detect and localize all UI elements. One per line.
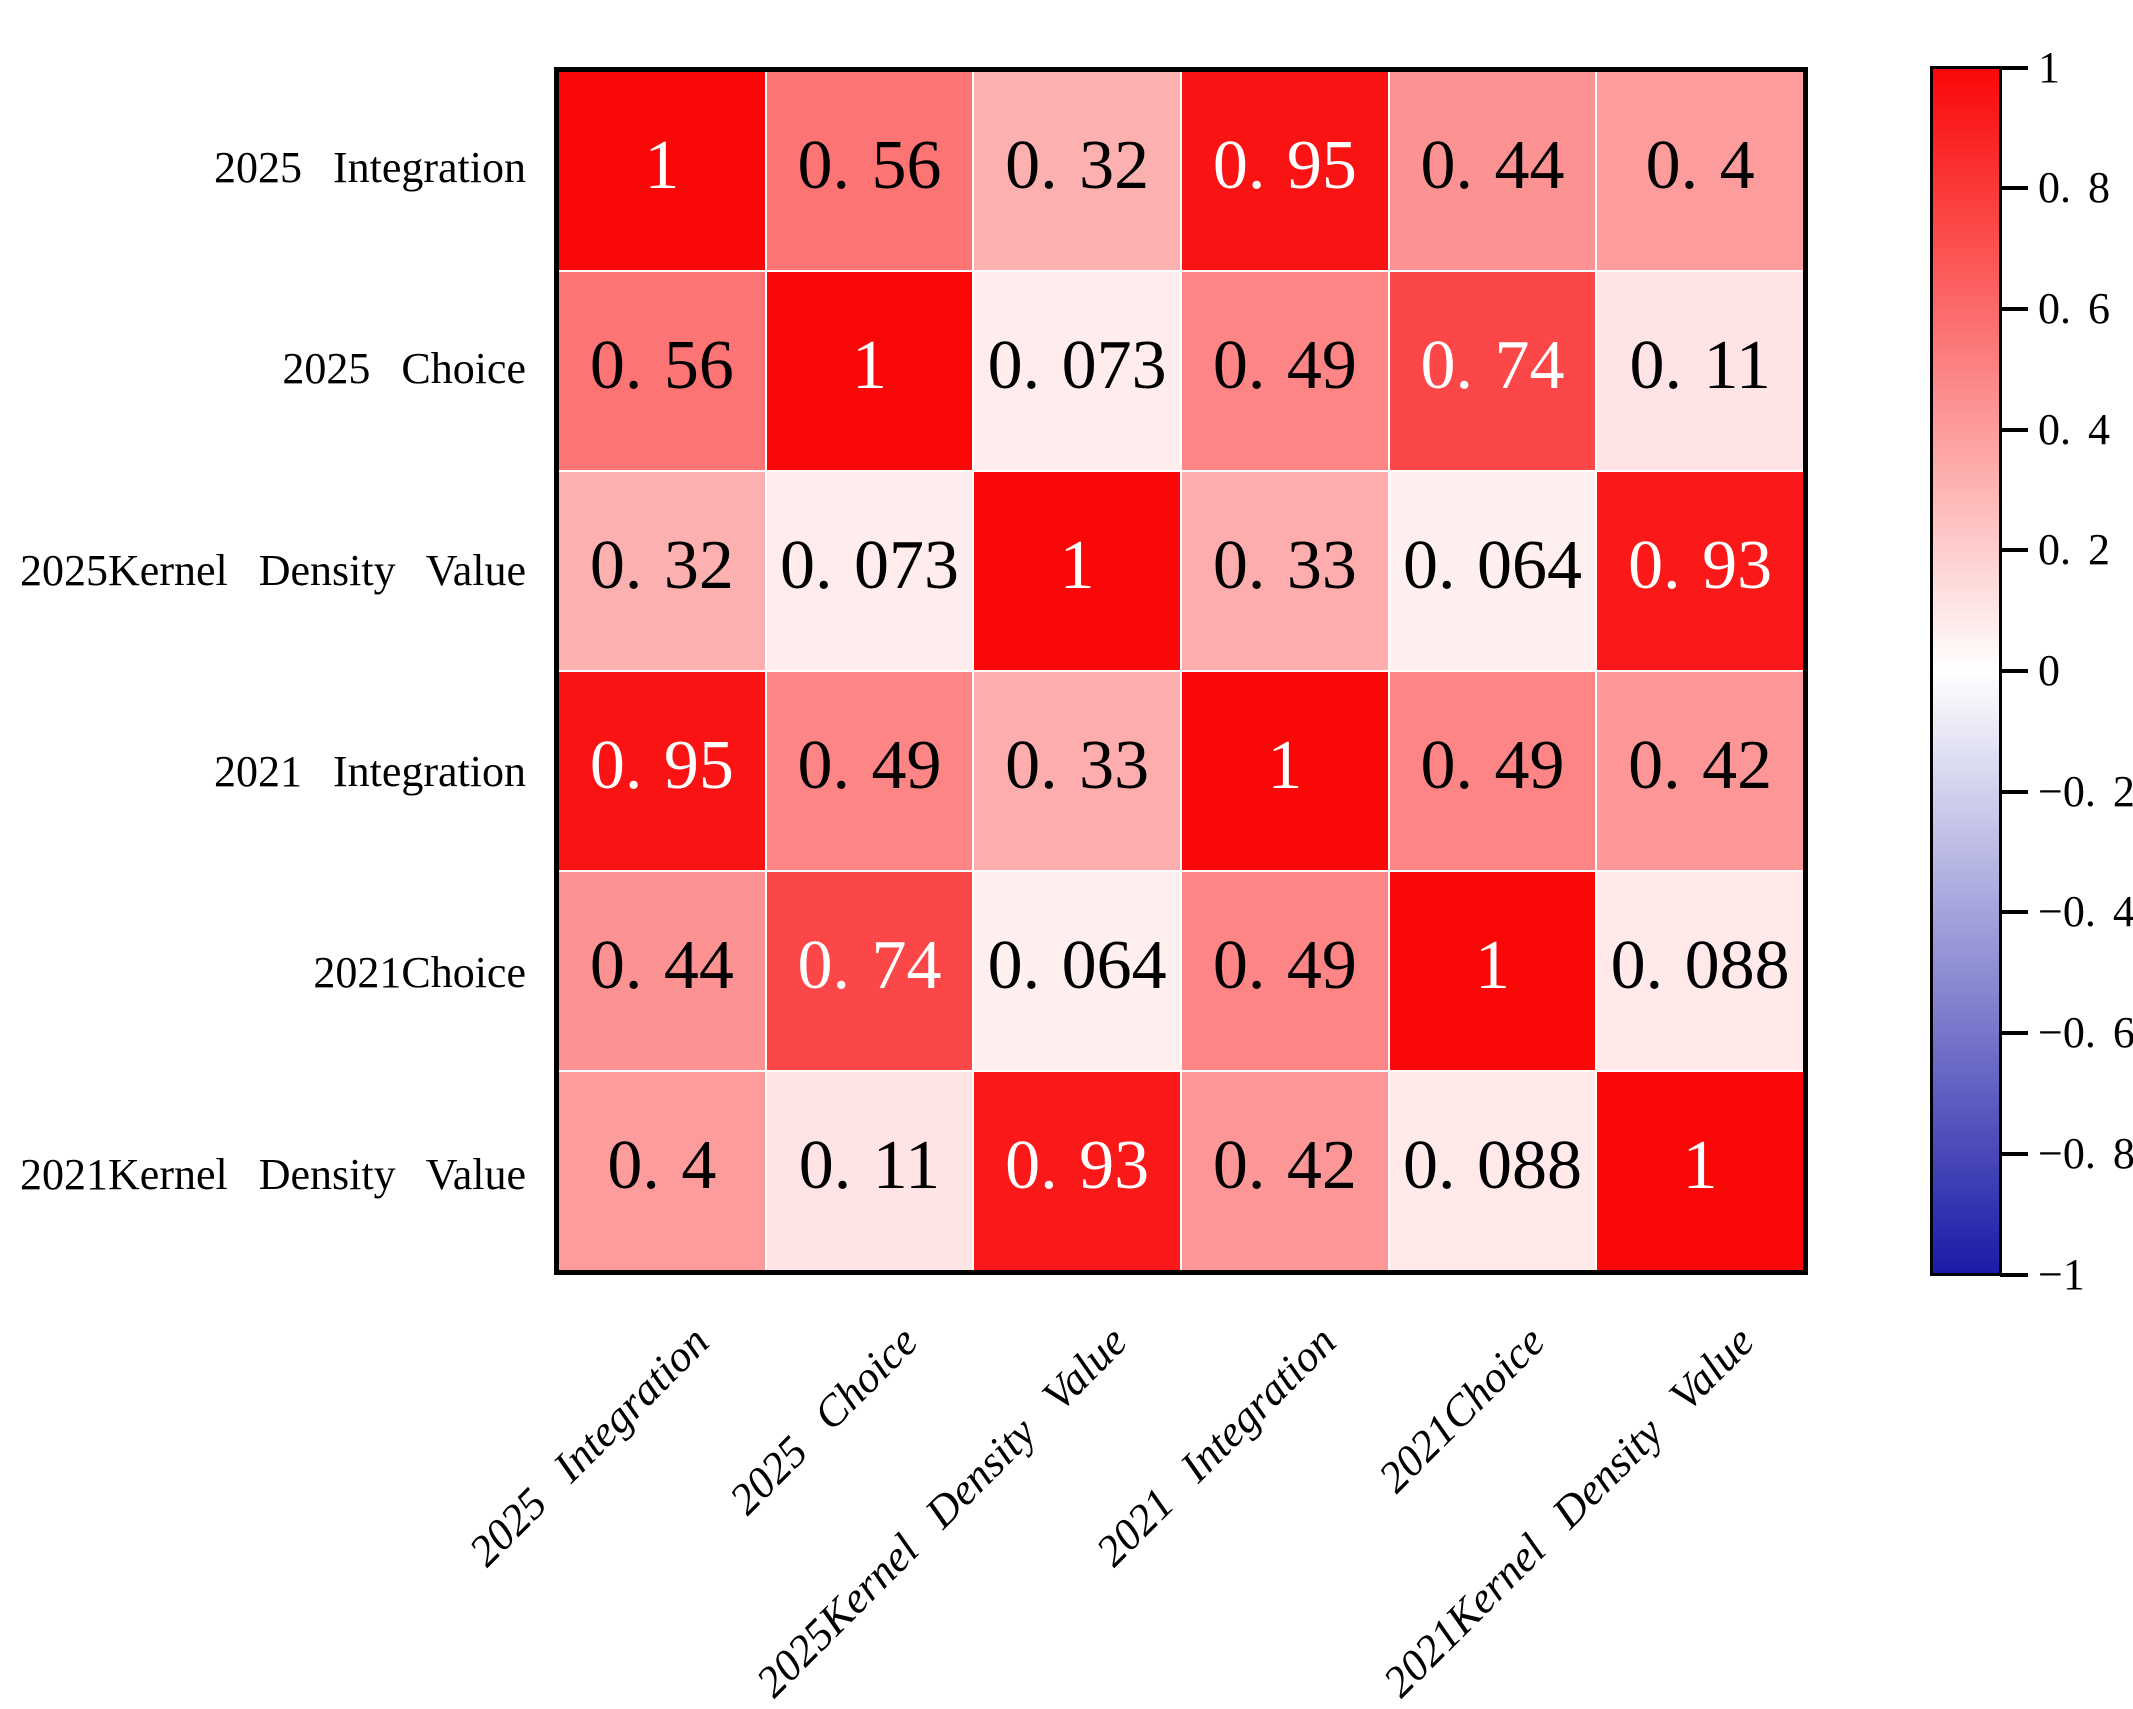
- heatmap-cell: 0. 56: [559, 272, 765, 470]
- colorbar-tick-mark: [2000, 548, 2028, 553]
- heatmap-cell: 1: [1389, 872, 1596, 1070]
- colorbar-tick-label: −0. 6: [2038, 1008, 2133, 1058]
- colorbar-tick-mark: [2000, 1151, 2028, 1156]
- heatmap-cell: 0. 4: [1597, 72, 1803, 270]
- heatmap-grid: 1 0. 56 0. 32 0. 95 0. 44 0. 4 0. 56 1 0. 073 0. …: [554, 67, 1808, 1275]
- colorbar-tick-mark: [2000, 669, 2028, 673]
- heatmap-cell: 0. 95: [559, 672, 765, 870]
- x-axis-label: 2025Kernel Density Value: [746, 1316, 1136, 1707]
- x-axis-label: 2025 Integration: [459, 1316, 718, 1576]
- colorbar-tick-label: 0. 2: [2038, 525, 2110, 575]
- colorbar-tick-label: 1: [2038, 42, 2060, 92]
- colorbar-tick-mark: [2000, 306, 2028, 311]
- heatmap-cell: 0. 073: [766, 472, 973, 670]
- colorbar-tick-mark: [2000, 186, 2028, 191]
- heatmap-cell: 0. 088: [1389, 1072, 1596, 1270]
- heatmap-cell: 0. 74: [766, 872, 973, 1070]
- colorbar-tick-label: 0. 4: [2038, 404, 2110, 454]
- heatmap-cell: 1: [766, 272, 973, 470]
- heatmap-cell: 0. 4: [559, 1072, 765, 1270]
- y-axis-label: 2025 Choice: [282, 344, 526, 394]
- heatmap-cell: 0. 49: [1182, 272, 1388, 470]
- colorbar-tick-mark: [2000, 910, 2028, 915]
- colorbar-tick-mark: [2000, 65, 2028, 70]
- heatmap-cell: 0. 49: [766, 672, 973, 870]
- colorbar-gradient: [1930, 66, 2002, 1276]
- heatmap-cell: 0. 74: [1389, 272, 1596, 470]
- y-axis-label: 2021Choice: [313, 948, 526, 998]
- heatmap-cell: 0. 32: [974, 72, 1180, 270]
- heatmap-cell: 1: [1182, 672, 1388, 870]
- heatmap-cell: 0. 93: [1597, 472, 1803, 670]
- heatmap-cell: 0. 33: [974, 672, 1180, 870]
- x-axis-label: 2021Choice: [1368, 1316, 1554, 1502]
- colorbar-tick-label: −0. 8: [2038, 1128, 2133, 1178]
- heatmap-cell: 0. 93: [974, 1072, 1180, 1270]
- heatmap-cell: 0. 42: [1182, 1072, 1388, 1270]
- heatmap-cell: 0. 49: [1389, 672, 1596, 870]
- heatmap-cell: 0. 95: [1182, 72, 1388, 270]
- heatmap-cell: 0. 42: [1597, 672, 1803, 870]
- colorbar-tick-label: −0. 2: [2038, 766, 2133, 816]
- colorbar-tick-mark: [2000, 789, 2028, 794]
- x-axis-label: 2021Kernel Density Value: [1373, 1316, 1763, 1707]
- heatmap-cell: 0. 32: [559, 472, 765, 670]
- heatmap-cell: 0. 56: [766, 72, 973, 270]
- y-axis-label: 2021Kernel Density Value: [20, 1149, 526, 1199]
- heatmap-cell: 0. 44: [559, 872, 765, 1070]
- heatmap-cell: 0. 11: [1597, 272, 1803, 470]
- colorbar-tick-mark: [2000, 427, 2028, 432]
- colorbar-tick-label: 0. 6: [2038, 283, 2110, 333]
- y-axis-label: 2025 Integration: [213, 143, 526, 193]
- heatmap-cell: 0. 064: [974, 872, 1180, 1070]
- colorbar-tick-label: −1: [2038, 1249, 2085, 1299]
- heatmap-cell: 0. 11: [766, 1072, 973, 1270]
- colorbar-tick-mark: [2000, 1031, 2028, 1036]
- colorbar-tick-mark: [2000, 1272, 2028, 1277]
- heatmap-cell: 0. 073: [974, 272, 1180, 470]
- heatmap-cell: 1: [559, 72, 765, 270]
- colorbar-tick-label: −0. 4: [2038, 887, 2133, 937]
- colorbar-tick-label: 0. 8: [2038, 163, 2110, 213]
- x-axis-label: 2025 Choice: [719, 1316, 927, 1524]
- heatmap-cell: 0. 49: [1182, 872, 1388, 1070]
- y-axis-label: 2025Kernel Density Value: [20, 545, 526, 595]
- y-axis-label: 2021 Integration: [213, 747, 526, 797]
- heatmap-cell: 0. 44: [1389, 72, 1596, 270]
- colorbar-tick-label: 0: [2038, 646, 2060, 695]
- heatmap-cell: 0. 33: [1182, 472, 1388, 670]
- heatmap-cell: 1: [974, 472, 1180, 670]
- heatmap-cell: 1: [1597, 1072, 1803, 1270]
- heatmap-cell: 0. 088: [1597, 872, 1803, 1070]
- heatmap-cell: 0. 064: [1389, 472, 1596, 670]
- y-axis-labels: 2025 Integration 2025 Choice 2025Kernel De…: [0, 67, 540, 1275]
